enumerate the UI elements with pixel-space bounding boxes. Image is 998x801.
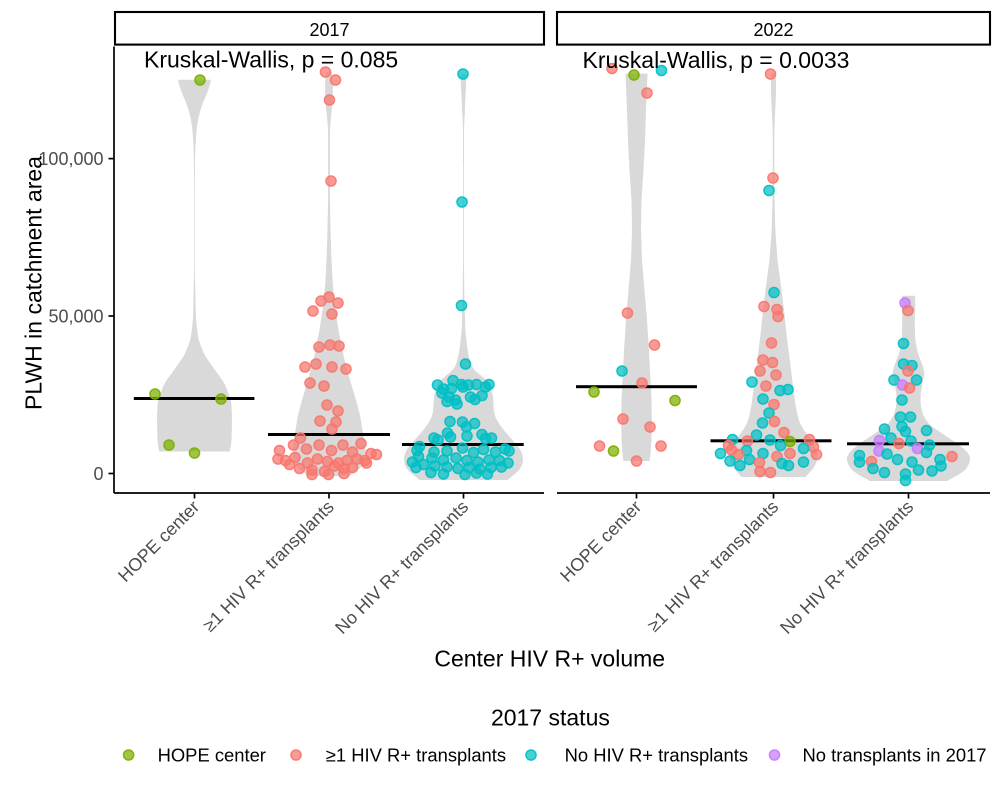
svg-text:50,000: 50,000: [48, 307, 103, 327]
svg-text:Kruskal-Wallis, p = 0.085: Kruskal-Wallis, p = 0.085: [144, 47, 398, 73]
svg-text:0: 0: [93, 464, 103, 484]
svg-text:2022: 2022: [753, 20, 793, 40]
svg-text:HOPE center: HOPE center: [158, 745, 266, 766]
svg-text:≥1 HIV R+ transplants: ≥1 HIV R+ transplants: [326, 745, 506, 766]
svg-text:2017: 2017: [309, 20, 349, 40]
svg-text:No HIV R+ transplants: No HIV R+ transplants: [565, 745, 748, 766]
svg-text:100,000: 100,000: [38, 149, 103, 169]
svg-text:No transplants in 2017: No transplants in 2017: [803, 745, 987, 766]
svg-text:Kruskal-Wallis, p = 0.0033: Kruskal-Wallis, p = 0.0033: [583, 47, 850, 73]
svg-text:Center HIV R+ volume: Center HIV R+ volume: [434, 646, 665, 672]
svg-text:PLWH in catchment area: PLWH in catchment area: [21, 156, 47, 410]
svg-text:2017 status: 2017 status: [491, 705, 610, 731]
